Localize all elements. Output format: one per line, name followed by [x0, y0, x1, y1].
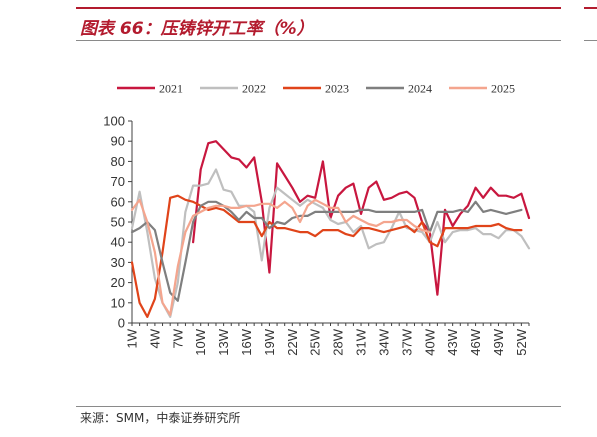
- legend-label-2024: 2024: [408, 82, 432, 96]
- figure-title: 图表 66：压铸锌开工率（%）: [80, 19, 314, 39]
- y-tick-label: 0: [118, 316, 125, 331]
- x-tick-label: 52W: [514, 328, 529, 355]
- adjacent-panel-underline: [584, 40, 597, 41]
- series-line-2023: [130, 194, 523, 318]
- y-tick-label: 90: [111, 134, 125, 149]
- source-note: 来源：SMM，中泰证券研究所: [80, 411, 241, 425]
- x-tick-label: 13W: [216, 328, 231, 355]
- y-tick-label: 70: [111, 174, 125, 189]
- x-tick-label: 40W: [422, 328, 437, 355]
- x-tick-label: 4W: [147, 328, 162, 348]
- series-line-2024: [130, 200, 523, 302]
- x-tick-label: 1W: [125, 328, 140, 348]
- x-tick-label: 43W: [445, 328, 460, 355]
- x-tick-label: 28W: [331, 328, 346, 355]
- y-tick-label: 20: [111, 275, 125, 290]
- chart-axes: 0 10 20 30 40 50 60 70 80 90 100 1W 4W 7W 10W 13W 16W 19W…: [103, 114, 530, 356]
- y-tick-label: 80: [111, 154, 125, 169]
- y-tick-label: 60: [111, 194, 125, 209]
- y-tick-label: 30: [111, 255, 125, 270]
- legend-label-2021: 2021: [159, 82, 183, 96]
- title-underline: [76, 40, 561, 41]
- x-tick-label: 46W: [468, 328, 483, 355]
- series-line-2022: [130, 168, 531, 318]
- series-line-2021: [192, 140, 531, 296]
- y-tick-label: 10: [111, 295, 125, 310]
- footer-rule: [76, 406, 561, 407]
- x-tick-label: 10W: [193, 328, 208, 355]
- adjacent-panel-rule: [584, 7, 597, 9]
- y-tick-label: 40: [111, 235, 125, 250]
- y-tick-label: 50: [111, 215, 125, 230]
- x-tick-label: 49W: [491, 328, 506, 355]
- x-tick-label: 37W: [399, 328, 414, 355]
- x-tick-label: 25W: [308, 328, 323, 355]
- legend-label-2025: 2025: [491, 82, 515, 96]
- x-tick-label: 31W: [354, 328, 369, 355]
- y-tick-label: 100: [103, 114, 125, 129]
- x-tick-label: 34W: [376, 328, 391, 355]
- x-tick-label: 22W: [285, 328, 300, 355]
- series-layer: [130, 140, 531, 318]
- header-rule: [76, 7, 561, 9]
- x-tick-label: 7W: [170, 328, 185, 348]
- series-line-2025: [130, 198, 431, 316]
- chart-legend: 2021 2022 2023 2024 2025: [117, 82, 515, 96]
- x-tick-label: 19W: [262, 328, 277, 355]
- x-tick-label: 16W: [239, 328, 254, 355]
- legend-label-2022: 2022: [242, 82, 266, 96]
- legend-label-2023: 2023: [325, 82, 349, 96]
